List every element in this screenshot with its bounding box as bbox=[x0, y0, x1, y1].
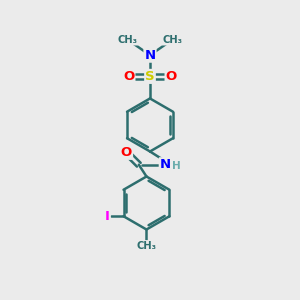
Text: CH₃: CH₃ bbox=[118, 35, 138, 45]
Text: I: I bbox=[105, 210, 110, 223]
Text: S: S bbox=[145, 70, 155, 83]
Text: O: O bbox=[121, 146, 132, 159]
Text: CH₃: CH₃ bbox=[136, 241, 157, 251]
Text: H: H bbox=[172, 161, 181, 171]
Text: CH₃: CH₃ bbox=[162, 35, 182, 45]
Text: N: N bbox=[144, 49, 156, 62]
Text: O: O bbox=[123, 70, 134, 83]
Text: O: O bbox=[166, 70, 177, 83]
Text: N: N bbox=[160, 158, 171, 171]
